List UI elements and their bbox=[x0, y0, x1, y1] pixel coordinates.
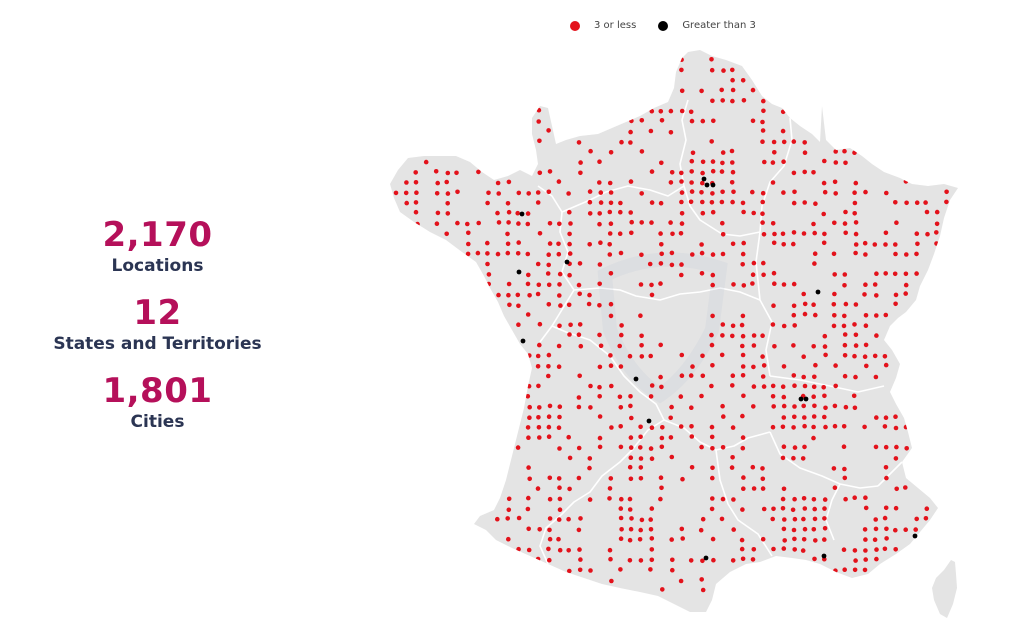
cities-count: 1,801 bbox=[102, 371, 213, 411]
legend-label-low: 3 or less bbox=[594, 20, 637, 31]
stat-states: 12 States and Territories bbox=[40, 293, 275, 355]
map-legend: 3 or less Greater than 3 bbox=[570, 20, 778, 31]
legend-item-low: 3 or less bbox=[570, 20, 636, 31]
high-density-dots bbox=[516, 176, 918, 561]
stats-panel: 2,170 Locations 12 States and Territorie… bbox=[40, 215, 275, 449]
location-dots bbox=[393, 57, 949, 593]
black-dot-icon bbox=[658, 20, 669, 31]
corsica-land bbox=[932, 560, 957, 618]
stat-cities: 1,801 Cities bbox=[40, 371, 275, 433]
locations-label: Locations bbox=[111, 256, 204, 276]
stat-locations: 2,170 Locations bbox=[40, 215, 275, 277]
states-count: 12 bbox=[133, 293, 182, 333]
cities-label: Cities bbox=[130, 412, 185, 432]
locations-count: 2,170 bbox=[102, 215, 213, 255]
states-label: States and Territories bbox=[53, 334, 262, 354]
red-dot-icon bbox=[570, 20, 580, 31]
france-land bbox=[390, 50, 958, 612]
watermark-logo-icon bbox=[597, 252, 728, 404]
legend-item-high: Greater than 3 bbox=[658, 20, 756, 31]
legend-label-high: Greater than 3 bbox=[682, 20, 756, 31]
